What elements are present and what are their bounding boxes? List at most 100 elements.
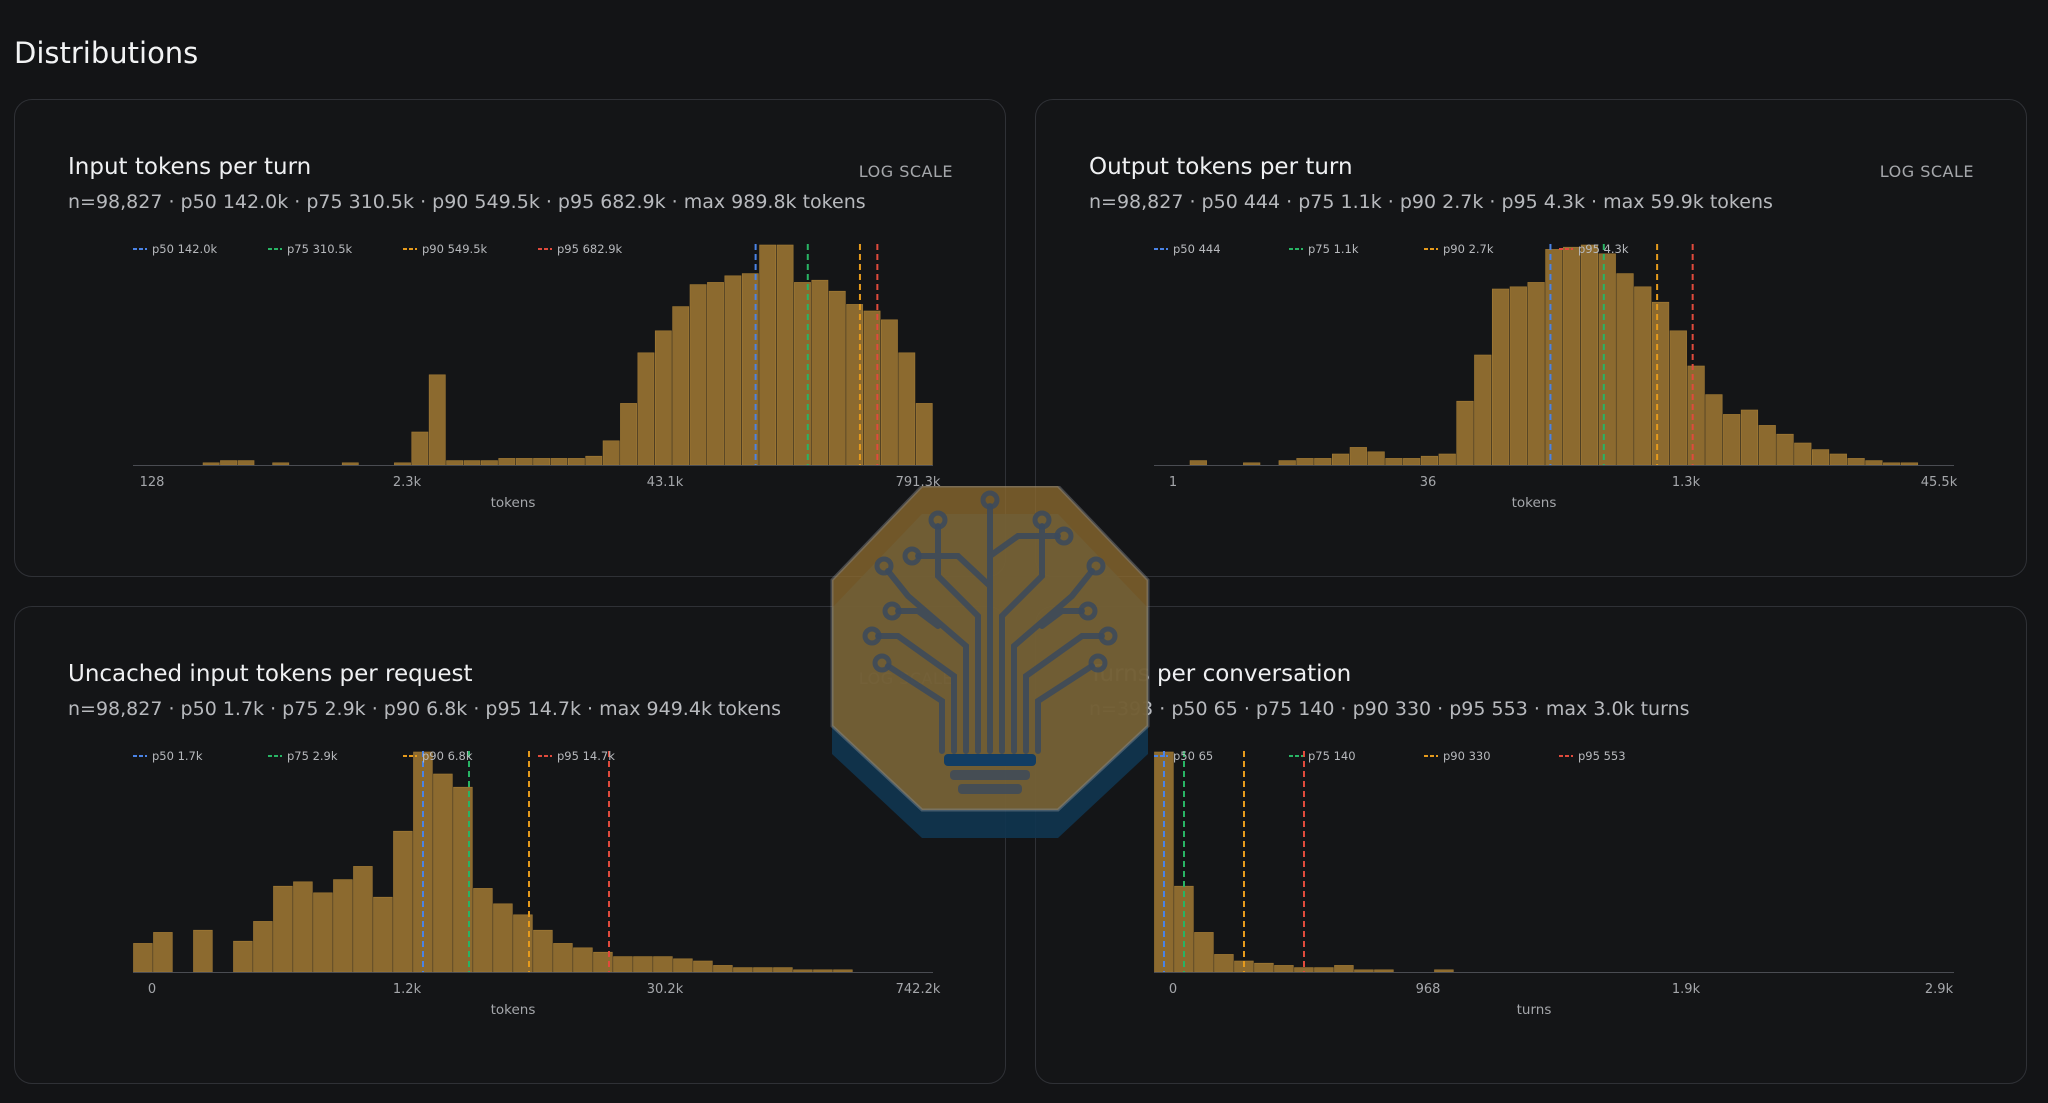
- histogram-bar: [1545, 249, 1563, 466]
- histogram-bar: [1900, 462, 1919, 466]
- histogram-bar: [811, 279, 829, 466]
- legend-label: p90 330: [1443, 749, 1491, 763]
- histogram-bar: [193, 929, 213, 973]
- histogram-bar: [1434, 969, 1454, 973]
- histogram-bar: [202, 462, 220, 466]
- histogram-bar: [1794, 442, 1812, 466]
- histogram-bar: [1314, 967, 1334, 973]
- histogram-bar: [828, 290, 846, 466]
- histogram-bar: [1616, 273, 1634, 466]
- histogram-bar: [313, 892, 333, 973]
- x-axis-label: turns: [1517, 1002, 1552, 1018]
- x-tick-label: 1: [1169, 475, 1177, 490]
- histogram-bar: [1420, 455, 1439, 466]
- histogram-bar: [585, 455, 603, 466]
- histogram-bar: [1296, 458, 1314, 466]
- histogram-bar: [411, 431, 429, 466]
- histogram-chart: p50 444 p75 1.1k p90 2.7k p95 4.3k 1 36 1.3k 45…: [1154, 242, 1958, 511]
- legend-label: p75 1.1k: [1308, 242, 1359, 256]
- histogram-bar: [1385, 458, 1403, 466]
- histogram-bar: [1865, 460, 1883, 466]
- histogram-bar: [1474, 354, 1492, 466]
- legend-label: p95 4.3k: [1578, 242, 1629, 256]
- histogram-bar: [573, 947, 593, 973]
- histogram-bar: [1349, 447, 1367, 466]
- histogram-bar: [446, 460, 464, 466]
- histogram-bar: [493, 903, 513, 973]
- histogram-bar: [353, 866, 373, 973]
- histogram-bar: [1563, 246, 1581, 466]
- x-tick-label: 0: [1169, 982, 1177, 997]
- histogram-bar: [533, 458, 550, 466]
- histogram-bar: [1634, 286, 1652, 466]
- legend-label: p95 682.9k: [557, 242, 623, 256]
- histogram-bar: [1278, 460, 1296, 466]
- histogram-bar: [707, 282, 724, 466]
- x-tick-label: 2.3k: [393, 475, 422, 490]
- histogram-bar: [1829, 453, 1847, 466]
- card-title: Output tokens per turn: [1089, 154, 1353, 180]
- histogram-bar: [1194, 932, 1214, 973]
- histogram-bar: [881, 319, 898, 466]
- histogram-bar: [1598, 253, 1616, 466]
- x-tick-label: 128: [140, 475, 165, 490]
- histogram-bar: [428, 374, 446, 466]
- histogram-bar: [393, 830, 413, 973]
- x-tick-label: 742.2k: [896, 982, 941, 997]
- histogram-bar: [1669, 330, 1687, 466]
- histogram-bar: [898, 352, 916, 466]
- histogram-bar: [1758, 425, 1776, 466]
- histogram-bar: [481, 460, 498, 466]
- histogram-bar: [602, 440, 620, 466]
- histogram-bar: [333, 879, 353, 973]
- histogram-bar: [1189, 460, 1207, 466]
- legend-label: p90 549.5k: [422, 242, 488, 256]
- card-title: Uncached input tokens per request: [68, 661, 473, 687]
- histogram-bar: [1491, 288, 1510, 466]
- histogram-bar: [1174, 885, 1194, 973]
- histogram-chart: p50 142.0k p75 310.5k p90 549.5k p95 682.9k…: [133, 242, 941, 511]
- histogram-bar: [220, 460, 237, 466]
- x-tick-label: 2.9k: [1925, 982, 1954, 997]
- histogram-bar: [1403, 458, 1421, 466]
- histogram-bar: [515, 458, 533, 466]
- histogram-bar: [272, 462, 290, 466]
- histogram-bar: [773, 967, 793, 973]
- histogram-bar: [253, 921, 273, 973]
- histogram-bar: [1509, 286, 1527, 466]
- histogram-bar: [394, 462, 411, 466]
- card-stats: n=98,827 · p50 444 · p75 1.1k · p90 2.7k…: [1089, 191, 1773, 213]
- histogram-bar: [1580, 244, 1599, 466]
- x-tick-label: 0: [148, 982, 156, 997]
- histogram-bar: [793, 969, 813, 973]
- histogram-bar: [498, 458, 516, 466]
- histogram-bar: [673, 958, 693, 973]
- histogram-bar: [813, 969, 833, 973]
- histogram-bar: [1243, 462, 1261, 466]
- histogram-bar: [1705, 394, 1723, 466]
- chart-card-output-tokens: Output tokens per turn n=98,827 · p50 44…: [1035, 99, 2027, 577]
- histogram-bar: [672, 306, 690, 466]
- x-axis-label: tokens: [491, 495, 536, 511]
- histogram-bar: [463, 460, 481, 466]
- histogram-bar: [1723, 414, 1741, 466]
- x-tick-label: 1.3k: [1672, 475, 1701, 490]
- circuit-tree-logo-icon: [830, 486, 1150, 838]
- legend-label: p90 2.7k: [1443, 242, 1494, 256]
- chart-card-turns: Turns per conversation n=393 · p50 65 · …: [1035, 606, 2027, 1084]
- histogram-bar: [1847, 458, 1865, 466]
- log-scale-toggle[interactable]: LOG SCALE: [1879, 162, 1974, 181]
- x-tick-label: 30.2k: [647, 982, 684, 997]
- chart-card-input-tokens: Input tokens per turn n=98,827 · p50 142…: [14, 99, 1006, 577]
- histogram-bar: [753, 967, 773, 973]
- histogram-bar: [1354, 969, 1374, 973]
- legend-label: p75 310.5k: [287, 242, 353, 256]
- histogram-bar: [733, 967, 753, 973]
- histogram-bar: [833, 969, 853, 973]
- histogram-bar: [1776, 433, 1794, 466]
- x-tick-label: 36: [1420, 475, 1437, 490]
- x-tick-label: 45.5k: [1921, 475, 1958, 490]
- histogram-bar: [133, 943, 153, 973]
- log-scale-toggle[interactable]: LOG SCALE: [858, 162, 953, 181]
- histogram-chart: p50 65 p75 140 p90 330 p95 553 0 968 1.9k 2.9k t…: [1154, 749, 1954, 1018]
